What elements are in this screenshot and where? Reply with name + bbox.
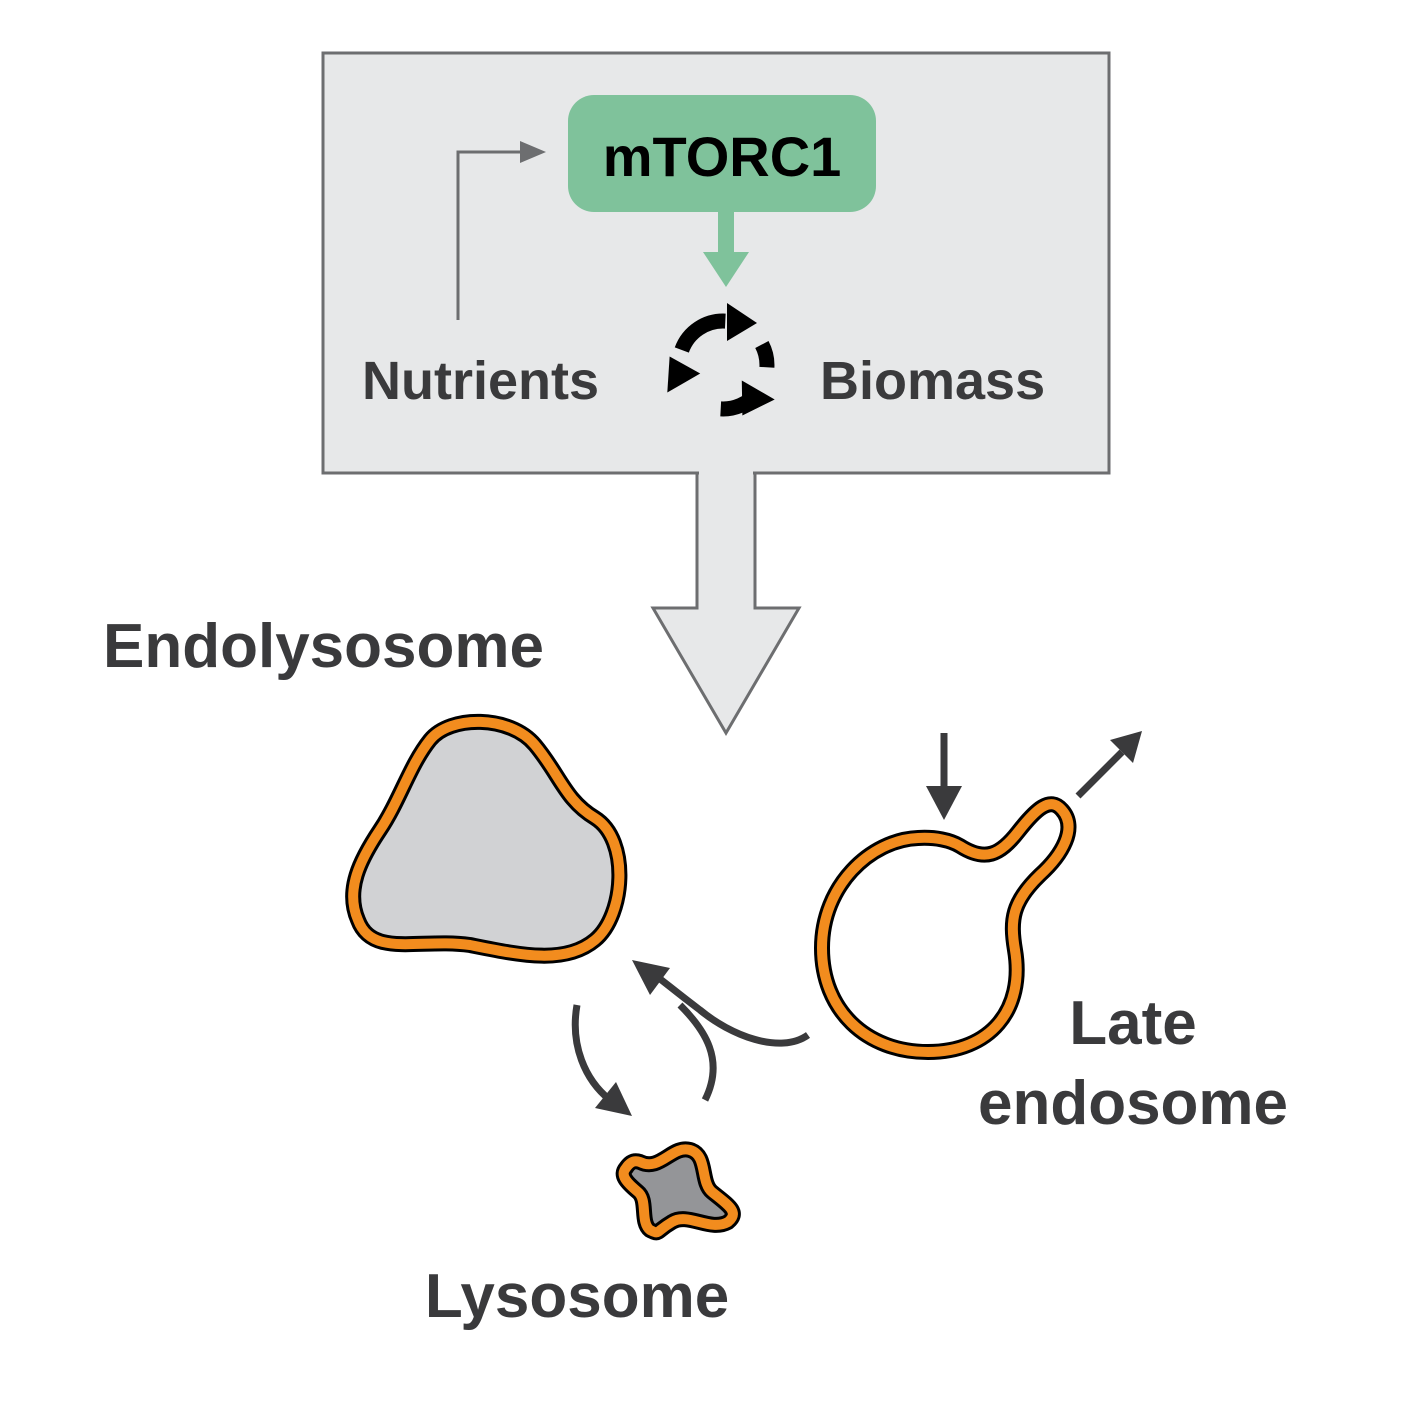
cycle-arrows-icon xyxy=(667,303,775,417)
late-to-endolysosome-arrow xyxy=(632,960,811,1047)
lysosome-label: Lysosome xyxy=(425,1262,729,1331)
endolysosome-to-lysosome-arrow xyxy=(571,1004,632,1116)
biomass-label: Biomass xyxy=(820,351,1045,411)
late-endosome-outward-arrow xyxy=(1075,731,1142,799)
mtorc1-box xyxy=(568,95,876,212)
late-endosome-inward-arrow xyxy=(926,733,962,820)
lysosome-to-endolysosome-arrow xyxy=(677,1002,717,1102)
mtorc1-down-arrow xyxy=(703,210,749,287)
mtorc1-label: mTORC1 xyxy=(603,125,842,188)
late-endosome-label-line2: endosome xyxy=(978,1069,1288,1138)
endolysosome-label: Endolysosome xyxy=(103,612,544,681)
nutrients-to-mtorc1-arrow xyxy=(456,141,546,320)
nutrients-label: Nutrients xyxy=(362,351,599,411)
block-arrow xyxy=(650,470,802,736)
late-endosome-label-line1: Late xyxy=(1069,989,1196,1058)
endolysosome-shape xyxy=(345,713,628,964)
